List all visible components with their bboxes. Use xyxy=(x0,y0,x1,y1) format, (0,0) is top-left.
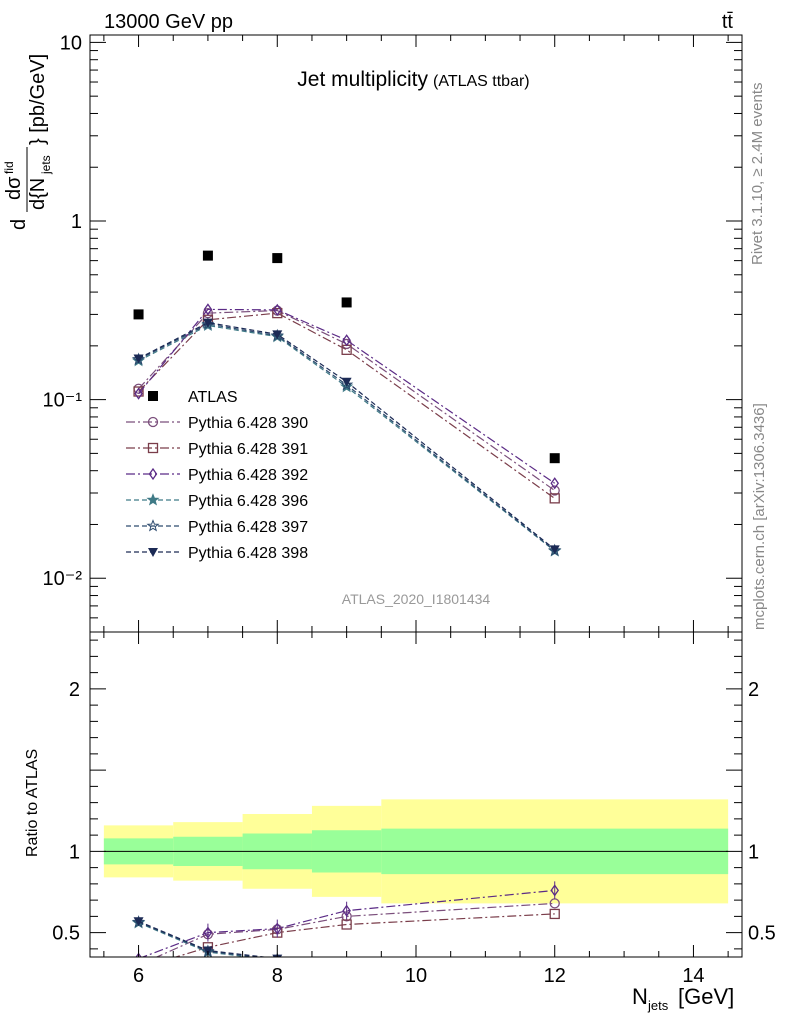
ratio-series-2-point xyxy=(203,926,213,939)
ratio-series-2-point xyxy=(272,922,282,935)
svg-text:jets: jets xyxy=(39,155,53,175)
main-series-2-point xyxy=(342,334,351,347)
ratio-ytick-label-right: 0.5 xyxy=(748,923,776,945)
main-ytick-label: 10⁻² xyxy=(43,568,83,590)
svg-text:d: d xyxy=(8,219,30,230)
xtick-label: 12 xyxy=(544,965,566,987)
svg-text:jets: jets xyxy=(647,998,669,1013)
x-axis-label: N jets [GeV] xyxy=(632,984,734,1013)
analysis-id: ATLAS_2020_I1801434 xyxy=(342,591,491,607)
main-ytick-label: 10 xyxy=(60,32,82,54)
legend-label: Pythia 6.428 392 xyxy=(188,467,308,484)
main-ytick-label: 10⁻¹ xyxy=(43,390,83,412)
svg-text:fid: fid xyxy=(2,161,16,174)
main-ticks: 10 1 10⁻¹ 10⁻² xyxy=(43,32,742,633)
legend-label: ATLAS xyxy=(188,389,238,406)
legend-label: Pythia 6.428 397 xyxy=(188,519,308,536)
ratio-series-line-0 xyxy=(155,902,555,957)
main-ylabel: d dσ fid d{N jets } [pb/GeV] xyxy=(2,54,53,230)
legend: ATLAS Pythia 6.428 390 Pythia 6.428 391 Pyt… xyxy=(126,389,308,562)
svg-text:N: N xyxy=(632,984,648,1009)
legend-marker xyxy=(146,519,160,532)
legend-label: Pythia 6.428 396 xyxy=(188,493,308,510)
main-series-line-5 xyxy=(138,321,556,550)
plot-title: Jet multiplicity xyxy=(297,68,428,91)
ratio-ytick-label-right: 2 xyxy=(748,679,759,701)
svg-text:[GeV]: [GeV] xyxy=(678,984,734,1009)
legend-marker xyxy=(148,391,158,401)
xtick-label: 14 xyxy=(682,965,704,987)
svg-text:} [pb/GeV]: } [pb/GeV] xyxy=(27,54,49,145)
ratio-plot-area xyxy=(103,799,729,970)
main-series-5-point xyxy=(133,354,144,364)
ratio-series-line-1 xyxy=(173,913,555,957)
main-series-2-point xyxy=(272,303,282,317)
ratio-series-line-5 xyxy=(138,920,269,957)
ratio-series-line-4 xyxy=(138,921,262,957)
main-series-line-3 xyxy=(138,324,556,552)
main-series-5-point xyxy=(341,377,352,387)
atlas-data-point xyxy=(549,453,560,464)
ratio-series-3-point xyxy=(341,960,352,970)
xtick-label: 8 xyxy=(272,965,283,987)
main-series-2-point xyxy=(134,387,143,400)
legend-marker xyxy=(148,548,158,557)
ratio-ytick-label: 0.5 xyxy=(52,923,80,945)
atlas-data-point xyxy=(133,309,144,320)
main-ytick-label: 1 xyxy=(71,211,82,233)
main-series-1-point xyxy=(133,386,144,397)
legend-label: Pythia 6.428 391 xyxy=(188,441,308,458)
ratio-frame xyxy=(89,631,743,958)
xtick-label: 10 xyxy=(405,965,427,987)
ratio-series-line-3 xyxy=(138,922,255,957)
ratio-series-1-point xyxy=(341,919,352,930)
legend-marker xyxy=(147,442,159,454)
ratio-series-2-point xyxy=(550,884,560,897)
ratio-series-5-point xyxy=(133,917,144,927)
ratio-ytick-label: 1 xyxy=(69,841,80,863)
main-series-2-point xyxy=(550,477,560,490)
main-series-line-4 xyxy=(138,323,556,551)
ratio-series-2-point xyxy=(342,904,351,917)
main-frame xyxy=(89,34,743,633)
svg-text:d{N: d{N xyxy=(27,178,49,210)
legend-label: Pythia 6.428 398 xyxy=(188,545,308,562)
ratio-series-4-point xyxy=(341,960,352,970)
energy-label: 13000 GeV pp xyxy=(104,11,233,33)
ratio-series-1-point xyxy=(549,908,560,920)
main-series-5-point xyxy=(202,318,213,328)
ratio-ytick-label: 2 xyxy=(69,679,80,701)
main-series-1-point xyxy=(549,493,560,504)
rivet-label: Rivet 3.1.10, ≥ 2.4M events xyxy=(749,83,766,266)
main-series-5-point xyxy=(549,545,560,555)
xtick-label: 6 xyxy=(133,965,144,987)
atlas-data-point xyxy=(272,253,283,264)
svg-text:dσ: dσ xyxy=(3,176,25,200)
main-series-4-point xyxy=(339,377,354,391)
ratio-ticks: 6 8 10 12 140.5 0.51 12 2 xyxy=(52,632,776,987)
atlas-data-point xyxy=(202,250,213,261)
legend-marker xyxy=(147,416,159,428)
atlas-data-point xyxy=(341,297,352,308)
ratio-panel: 6 8 10 12 140.5 0.51 12 2 Ratio to ATLAS xyxy=(24,631,776,987)
legend-marker xyxy=(148,467,158,481)
main-panel: 10 1 10⁻¹ 10⁻² Jet multiplicity (ATLAS ttba… xyxy=(2,32,743,633)
ratio-ytick-label-right: 1 xyxy=(748,841,759,863)
main-series-0-point xyxy=(549,485,560,496)
mcplots-label: mcplots.cern.ch [arXiv:1306.3436] xyxy=(751,403,768,630)
legend-marker xyxy=(146,493,160,506)
main-series-1-point xyxy=(272,307,283,319)
main-series-2-point xyxy=(203,303,213,316)
main-plot-area xyxy=(131,250,562,557)
main-series-5-point xyxy=(272,330,283,340)
legend-label: Pythia 6.428 390 xyxy=(188,415,308,432)
ratio-ylabel: Ratio to ATLAS xyxy=(24,749,41,857)
process-label: tt̄ xyxy=(722,11,734,33)
plot-subtitle: (ATLAS ttbar) xyxy=(433,73,530,90)
ratio-series-5-point xyxy=(342,961,352,970)
